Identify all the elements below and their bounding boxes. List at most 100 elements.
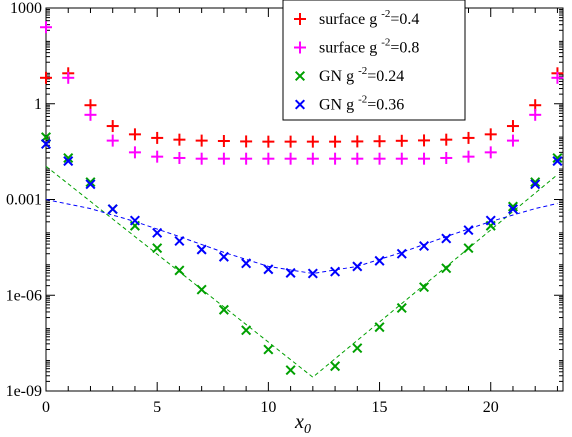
plus-marker: [173, 133, 186, 146]
x-tick-label: 15: [372, 399, 388, 416]
x-marker: [485, 215, 496, 226]
plus-marker: [395, 134, 408, 147]
plus-marker: [306, 135, 319, 148]
x-marker: [285, 365, 296, 376]
x-marker: [441, 233, 452, 244]
plus-marker: [217, 135, 230, 148]
x-marker: [174, 235, 185, 247]
x-marker: [352, 343, 363, 354]
x-marker: [507, 204, 518, 215]
plus-marker: [217, 152, 230, 165]
plus-marker: [462, 131, 475, 144]
plus-marker: [440, 133, 453, 146]
x-marker: [330, 266, 341, 277]
plus-marker: [128, 128, 141, 141]
y-tick-label: 1000: [10, 0, 42, 17]
plus-marker: [294, 41, 306, 54]
y-tick-label: 1: [34, 96, 42, 113]
y-tick-label: 1e-06: [6, 287, 42, 304]
x-marker: [374, 322, 385, 333]
plus-marker: [351, 135, 364, 148]
x-marker: [63, 156, 74, 167]
plus-marker: [329, 152, 342, 165]
fit-line-3: [45, 199, 558, 275]
x-marker: [330, 361, 341, 372]
plus-marker: [373, 152, 386, 165]
x-axis-label: x0: [294, 411, 311, 437]
legend: surface g -2=0.4 surface g -2=0.8 GN g -2=…: [282, 0, 466, 121]
plus-marker: [284, 152, 297, 165]
plus-marker: [84, 108, 97, 121]
legend-box: [282, 0, 466, 121]
plus-marker: [240, 135, 253, 148]
y-tick-label: 0.001: [6, 192, 42, 209]
x-marker: [63, 152, 74, 164]
x-marker: [463, 225, 474, 236]
data-markers: [40, 21, 564, 376]
plus-marker: [329, 135, 342, 148]
plus-marker: [128, 146, 141, 159]
plus-marker: [418, 152, 431, 165]
y-tick-label: 1e-09: [6, 383, 42, 400]
plus-marker: [106, 134, 119, 147]
plus-marker: [62, 71, 75, 84]
x-marker: [463, 243, 474, 254]
plus-marker: [294, 13, 306, 25]
x-marker: [152, 243, 163, 254]
plus-marker: [151, 131, 164, 144]
x-marker: [294, 70, 306, 82]
plus-marker: [151, 150, 164, 163]
x-marker: [241, 258, 252, 269]
x-marker: [218, 304, 229, 315]
legend-label-2: GN g -2=0.24: [319, 65, 404, 85]
plus-marker: [395, 152, 408, 165]
plus-marker: [284, 135, 297, 148]
plus-marker: [262, 135, 275, 148]
fit-lines: [45, 165, 558, 378]
plus-marker: [484, 128, 497, 141]
x-marker: [107, 204, 118, 215]
x-tick-label: 0: [42, 399, 50, 416]
x-marker: [263, 264, 274, 275]
x-marker: [152, 227, 163, 238]
x-tick-labels: 0 5 10 15 20: [42, 399, 499, 416]
plus-marker: [440, 151, 453, 164]
plus-marker: [195, 152, 208, 165]
plus-marker: [462, 150, 475, 163]
x-marker: [129, 215, 140, 226]
x-marker: [530, 179, 541, 190]
plus-marker: [351, 152, 364, 165]
x-marker: [218, 251, 229, 262]
x-marker: [196, 284, 207, 295]
x-marker: [530, 177, 541, 188]
plot-area: [40, 7, 564, 392]
x-marker: [418, 282, 430, 293]
plus-marker: [40, 71, 52, 84]
plus-marker: [262, 152, 275, 165]
x-tick-label: 5: [153, 399, 161, 416]
x-marker: [196, 244, 207, 255]
series-2: [40, 132, 563, 376]
x-tick-label: 10: [260, 399, 276, 416]
x-marker: [174, 265, 185, 276]
plus-marker: [529, 108, 542, 121]
x-marker: [40, 138, 52, 149]
plus-marker: [373, 135, 386, 148]
fit-line-2: [45, 165, 558, 378]
plus-marker: [195, 134, 208, 147]
x-marker: [352, 261, 363, 272]
x-marker: [396, 248, 407, 259]
x-marker: [307, 268, 318, 279]
plus-marker: [240, 152, 253, 165]
plus-marker: [173, 151, 186, 164]
y-tick-labels: 1e-09 1e-06 0.001 1 1000: [6, 0, 42, 400]
x-marker: [396, 302, 407, 313]
x-marker: [85, 179, 96, 190]
x-marker: [507, 201, 518, 212]
plus-marker: [484, 146, 497, 159]
legend-label-0: surface g -2=0.4: [319, 8, 419, 28]
x-marker: [241, 325, 252, 336]
plus-marker: [306, 152, 319, 165]
x-marker: [85, 177, 96, 188]
